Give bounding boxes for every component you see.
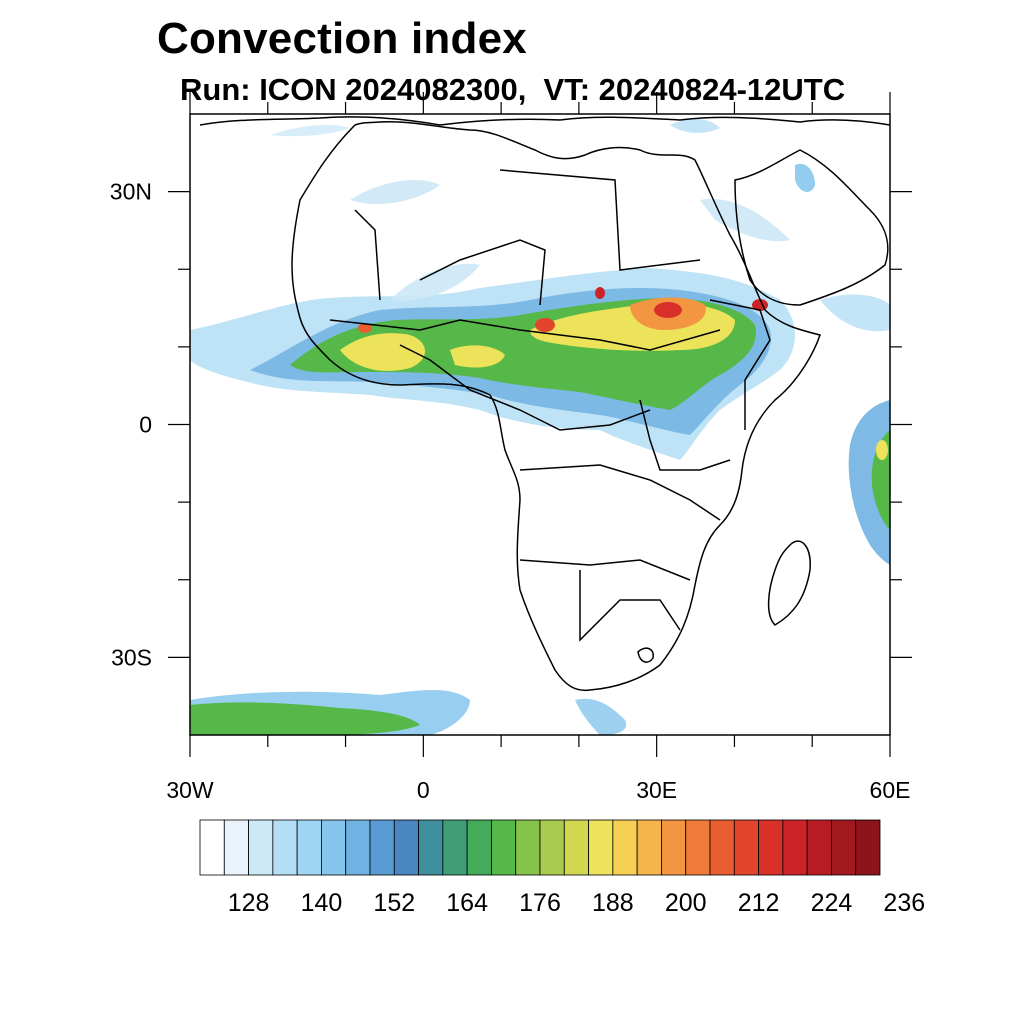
convection-area-streak-7	[670, 118, 720, 133]
convection-area-southern-ocean-core	[190, 702, 420, 735]
colorbar-swatch	[321, 819, 347, 876]
colorbar-swatch	[345, 819, 371, 876]
colorbar-swatch	[758, 819, 784, 876]
colorbar-tick-label: 152	[373, 889, 415, 917]
lat-tick-label: 30N	[110, 179, 152, 205]
convection-area-streak-6	[820, 294, 890, 332]
colorbar-swatch	[296, 819, 322, 876]
colorbar-swatch	[393, 819, 419, 876]
border-7	[519, 559, 691, 581]
colorbar-swatch	[661, 819, 687, 876]
colorbar-tick-label: 200	[665, 889, 707, 917]
convection-cell-yellow-east	[876, 440, 888, 460]
colorbar-swatch	[855, 819, 881, 876]
convection-area-streak-5	[270, 124, 350, 137]
madagascar	[767, 540, 811, 626]
border-5	[399, 344, 651, 431]
lon-tick-label: 30E	[636, 777, 677, 803]
colorbar-swatch	[733, 819, 759, 876]
colorbar-swatch	[248, 819, 274, 876]
border-3	[499, 169, 701, 271]
convection-area-streak-3	[795, 163, 815, 192]
colorbar-swatch	[782, 819, 808, 876]
coastlines	[199, 116, 890, 692]
colorbar-labels: 128 140 152 164 176 188 200 212 224 236	[228, 889, 925, 917]
convection-cell-red-1	[654, 302, 682, 318]
colorbar-swatch	[636, 819, 662, 876]
lat-tick-label: 30S	[111, 644, 152, 670]
convection-cell-red-2	[535, 318, 555, 332]
convection-area-yellow-1	[340, 333, 425, 371]
colorbar-swatch	[515, 819, 541, 876]
colorbar-swatch	[685, 819, 711, 876]
convection-area-streak-2	[390, 263, 480, 301]
colorbar-swatch	[539, 819, 565, 876]
axis-ticks	[168, 92, 912, 757]
lesotho	[637, 647, 654, 663]
convection-field	[190, 118, 890, 735]
lon-tick-label: 60E	[870, 777, 911, 803]
colorbar-tick-label: 236	[883, 889, 925, 917]
convection-cell-red-4	[595, 287, 605, 299]
border-6	[519, 464, 721, 521]
colorbar-swatch	[612, 819, 638, 876]
colorbar-swatch	[709, 819, 735, 876]
border-10	[709, 299, 771, 430]
convection-area-yellow-3	[450, 345, 505, 368]
lon-tick-label: 0	[417, 777, 430, 803]
colorbar-swatch	[418, 819, 444, 876]
colorbar-tick-label: 176	[519, 889, 561, 917]
colorbar-swatch	[588, 819, 614, 876]
border-4	[329, 319, 721, 351]
colorbar-swatch	[223, 819, 249, 876]
convection-area-streak-1	[350, 180, 440, 205]
border-1	[354, 209, 381, 301]
colorbar-swatch	[272, 819, 298, 876]
colorbar-swatch	[806, 819, 832, 876]
border-2	[419, 239, 546, 306]
lon-tick-label: 30W	[166, 777, 214, 803]
colorbar-swatch	[466, 819, 492, 876]
colorbar-swatch	[442, 819, 468, 876]
border-9	[639, 399, 731, 471]
convection-area-streak-4	[700, 199, 790, 242]
colorbar-tick-label: 212	[738, 889, 780, 917]
colorbar-tick-label: 188	[592, 889, 634, 917]
colorbar-swatch	[369, 819, 395, 876]
axis-tick-labels: 30W 0 30E 60E 30N 0 30S	[110, 179, 911, 803]
europe-coastline	[199, 116, 890, 126]
border-8	[579, 570, 681, 642]
colorbar-swatch	[199, 819, 225, 876]
africa-coastline	[291, 120, 821, 692]
colorbar-swatch	[831, 819, 857, 876]
convection-area-south-africa-tip	[575, 698, 627, 735]
lat-tick-label: 0	[139, 412, 152, 438]
arabia-coastline	[734, 149, 889, 306]
colorbar-swatch	[563, 819, 589, 876]
colorbar-tick-label: 140	[301, 889, 343, 917]
colorbar-tick-label: 128	[228, 889, 270, 917]
chart-subtitle: Run: ICON 2024082300, VT: 20240824-12UTC	[180, 72, 846, 107]
colorbar-tick-label: 224	[811, 889, 853, 917]
colorbar-tick-label: 164	[446, 889, 488, 917]
colorbar	[199, 819, 881, 876]
convection-cell-red-3	[358, 323, 372, 333]
colorbar-swatch	[491, 819, 517, 876]
chart-title: Convection index	[157, 14, 527, 63]
